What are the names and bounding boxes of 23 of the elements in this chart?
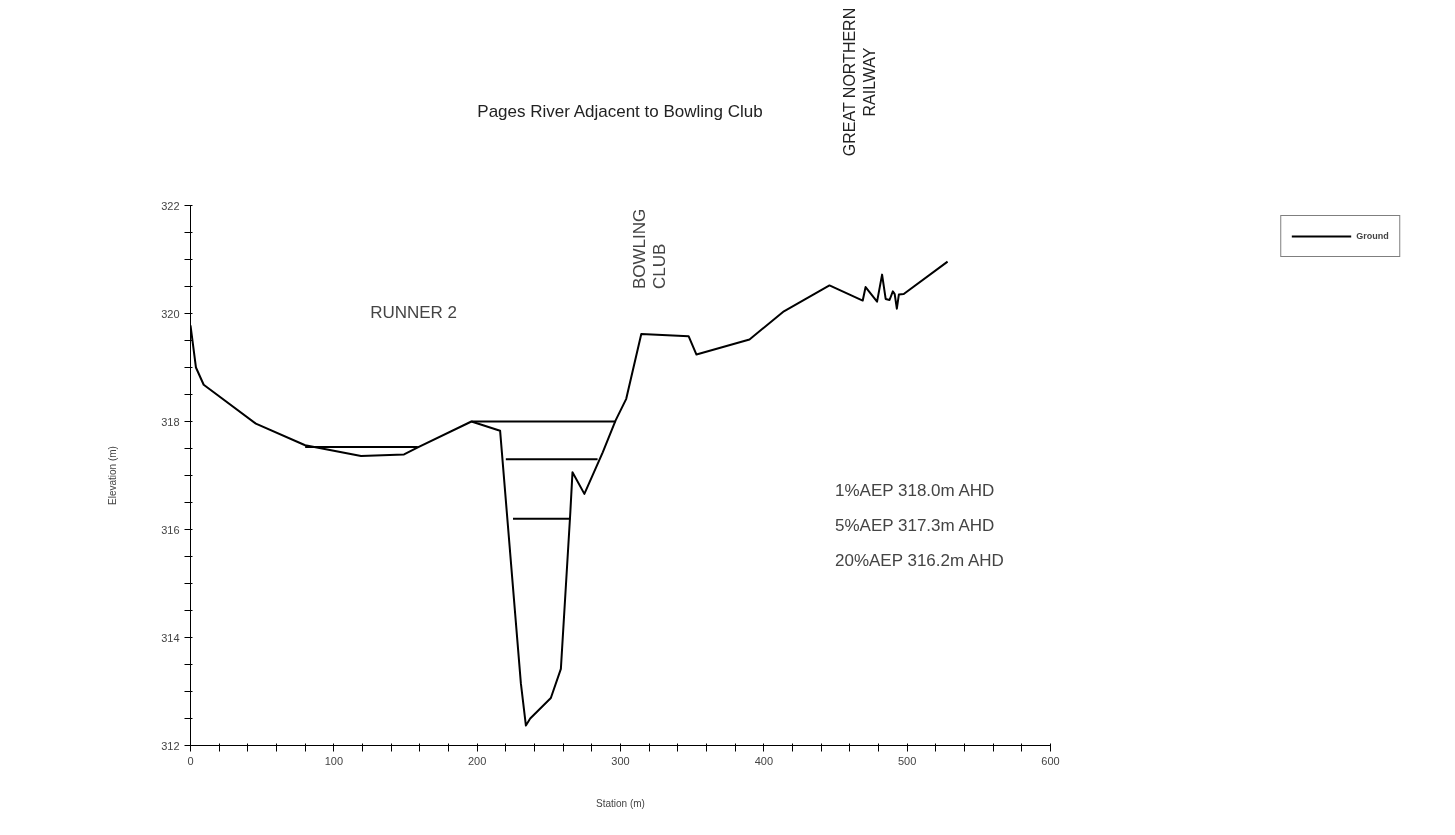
y-axis-title: Elevation (m) [107,446,119,505]
annotation: 1%AEP 318.0m AHD [835,481,995,502]
x-tick-label: 300 [611,754,630,767]
annotation: 5%AEP 317.3m AHD [835,516,995,537]
chart-title: Pages River Adjacent to Bowling Club [477,102,763,121]
y-tick-label: 314 [161,631,180,644]
x-tick-label: 200 [467,754,487,767]
y-tick-label: 322 [161,199,180,212]
x-tick-label: 400 [754,754,774,767]
text: Ground [1356,231,1389,241]
x-tick-label: 600 [1041,754,1060,767]
annotation: 20%AEP 316.2m AHD [835,551,1004,572]
y-tick-label: 318 [161,415,180,428]
x-tick-label: 500 [897,754,917,767]
annotation: BOWLING CLUB [630,208,671,289]
y-tick-label: 316 [161,523,180,536]
annotation: RUNNER 2 [370,303,458,323]
x-tick-label: 0 [187,754,194,767]
x-axis-title: Station (m) [596,797,645,809]
text: GREAT NORTHERN RAILWAY [840,6,879,159]
y-tick-label: 312 [161,739,180,752]
x-tick-label: 100 [324,754,344,767]
y-tick-label: 320 [161,307,180,320]
